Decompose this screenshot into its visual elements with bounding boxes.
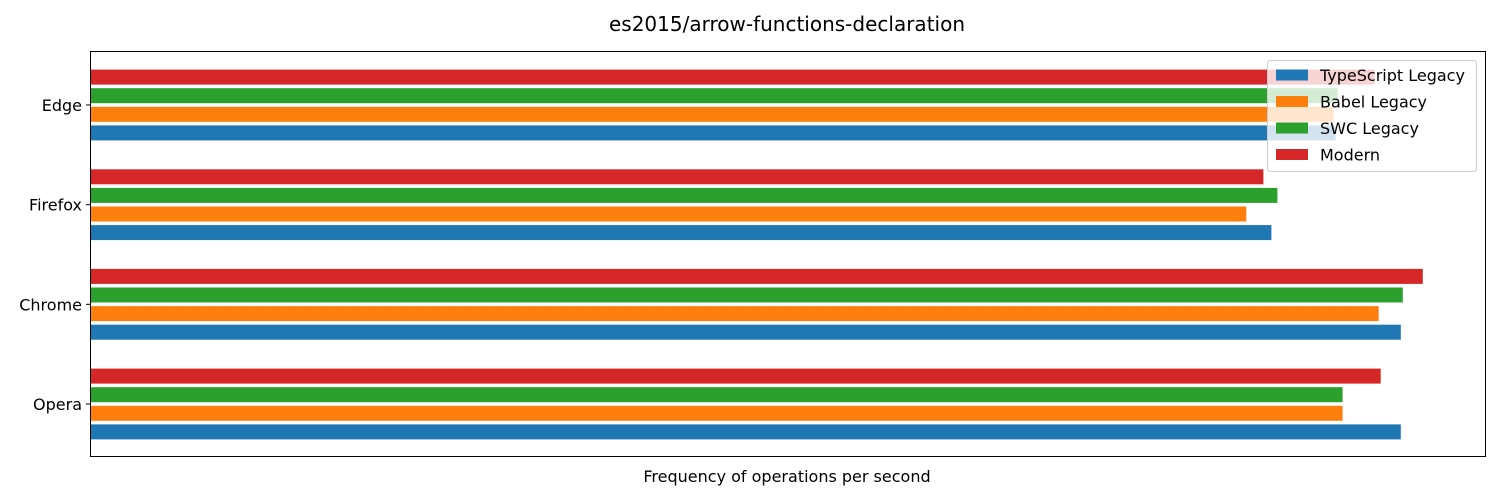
bar-chrome-babel-legacy <box>91 306 1379 322</box>
bar-chrome-typescript-legacy <box>91 324 1401 340</box>
legend-box <box>1267 60 1477 172</box>
y-tick-label: Chrome <box>19 295 82 314</box>
x-axis-label: Frequency of operations per second <box>643 467 930 486</box>
legend-swatch <box>1276 69 1308 81</box>
chart-title: es2015/arrow-functions-declaration <box>609 12 965 36</box>
legend-swatch <box>1276 96 1308 107</box>
bar-edge-modern <box>91 69 1375 85</box>
legend-label: Modern <box>1320 146 1380 165</box>
bars-group <box>91 69 1423 440</box>
legend-swatch <box>1276 122 1308 134</box>
bar-chrome-swc-legacy <box>91 287 1403 303</box>
y-tick-label: Edge <box>42 96 82 115</box>
bar-edge-babel-legacy <box>91 106 1334 122</box>
legend: TypeScript Legacy Babel Legacy SWC Legacy M… <box>1267 60 1477 172</box>
legend-swatch <box>1276 149 1308 160</box>
bar-edge-swc-legacy <box>91 88 1338 104</box>
bar-firefox-modern <box>91 169 1264 185</box>
bar-chrome-modern <box>91 268 1423 284</box>
y-axis: Opera Chrome Firefox Edge <box>19 96 91 414</box>
plot-area <box>90 51 1486 457</box>
legend-label: SWC Legacy <box>1320 119 1419 138</box>
bar-firefox-swc-legacy <box>91 187 1278 203</box>
bar-opera-babel-legacy <box>91 405 1343 421</box>
bar-opera-modern <box>91 368 1381 384</box>
bar-edge-typescript-legacy <box>91 125 1336 141</box>
bar-firefox-babel-legacy <box>91 206 1247 222</box>
y-tick-label: Opera <box>33 395 82 414</box>
bar-firefox-typescript-legacy <box>91 225 1272 241</box>
legend-label: TypeScript Legacy <box>1319 66 1465 85</box>
bar-opera-typescript-legacy <box>91 424 1401 440</box>
y-tick-label: Firefox <box>29 196 82 215</box>
legend-label: Babel Legacy <box>1320 93 1427 112</box>
bar-opera-swc-legacy <box>91 387 1343 403</box>
